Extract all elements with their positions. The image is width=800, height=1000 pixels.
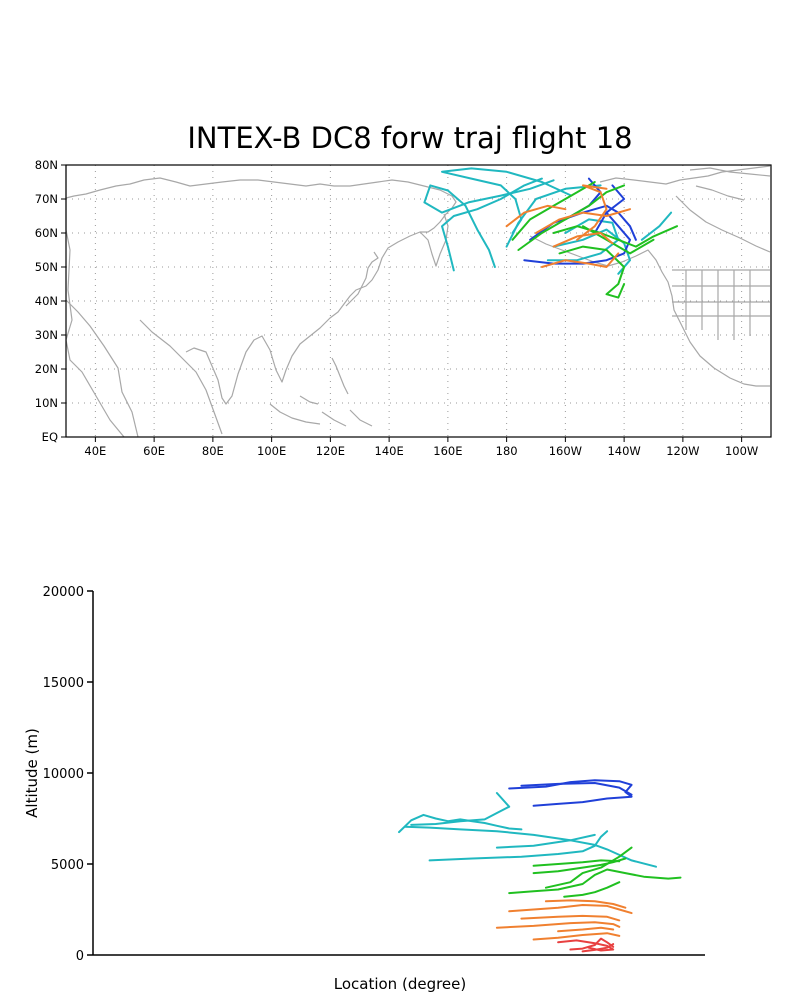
altitude-trajectory-line xyxy=(508,904,633,915)
map-x-tick-label: 180 xyxy=(496,444,518,458)
map-x-tick-label: 160E xyxy=(433,444,462,458)
map-trajectory-line xyxy=(423,179,555,268)
altitude-trajectory-line xyxy=(495,833,596,849)
altitude-y-tick-label: 15000 xyxy=(43,676,84,691)
altitude-y-tick-label: 0 xyxy=(76,949,84,964)
map-y-tick-label: 30N xyxy=(35,328,58,342)
coastline-arctic-islands xyxy=(689,167,771,201)
altitude-trajectory-line xyxy=(532,857,627,875)
map-trajectory-line xyxy=(505,184,602,248)
map-x-tick-label: 60E xyxy=(143,444,165,458)
map-y-tick-label: 80N xyxy=(35,158,58,172)
altitude-trajectory-line xyxy=(544,899,627,909)
altitude-y-tick-label: 20000 xyxy=(43,585,84,600)
altitude-y-tick-label: 10000 xyxy=(43,767,84,782)
map-trajectory-line xyxy=(640,211,673,241)
map-y-tick-label: 20N xyxy=(35,362,58,376)
coastline-kamchatka xyxy=(419,213,449,267)
altitude-trajectory-line xyxy=(410,792,511,826)
map-trajectory-line xyxy=(517,184,626,251)
map-x-tick-label: 80E xyxy=(202,444,224,458)
map-y-tick-labels: EQ 10N 20N 30N 40N 50N 60N 70N 80N xyxy=(35,158,66,444)
map-frame xyxy=(65,164,772,438)
altitude-trajectory-line xyxy=(520,782,633,796)
coastline-indonesia xyxy=(269,395,373,427)
map-gridlines xyxy=(66,165,771,437)
map-x-tick-label: 100W xyxy=(725,444,758,458)
map-trajectory-line xyxy=(511,181,596,241)
map-x-tick-label: 160W xyxy=(549,444,582,458)
map-coastlines xyxy=(65,165,771,438)
map-y-tick-label: 70N xyxy=(35,192,58,206)
altitude-trajectory-line xyxy=(495,921,621,929)
altitude-trajectory-line xyxy=(557,926,615,933)
map-trajectory-line xyxy=(441,177,543,272)
altitude-trajectories xyxy=(398,779,682,953)
altitude-trajectory-line xyxy=(569,937,615,951)
map-trajectory-line xyxy=(505,204,567,228)
altitude-panel: 0 5000 10000 15000 20000 Altitude (m) Locati… xyxy=(23,585,705,993)
map-panel: 40E 60E 80E 100E 120E 140E 160E 180 160W 140W 120W… xyxy=(35,158,772,458)
altitude-trajectory-line xyxy=(398,813,523,834)
map-y-tick-label: 50N xyxy=(35,260,58,274)
coastline-japan xyxy=(345,251,379,307)
map-trajectories xyxy=(423,167,678,299)
altitude-trajectory-line xyxy=(563,881,621,898)
altitude-y-label: Altitude (m) xyxy=(23,728,41,818)
altitude-y-ticks: 0 5000 10000 15000 20000 xyxy=(43,585,93,964)
altitude-trajectory-line xyxy=(532,932,621,941)
us-state-borders xyxy=(672,269,770,340)
map-x-tick-labels: 40E 60E 80E 100E 120E 140E 160E 180 160W 140W 120W… xyxy=(84,437,758,458)
map-trajectory-line xyxy=(540,252,620,268)
map-trajectory-line xyxy=(552,228,631,275)
map-y-tick-label: EQ xyxy=(42,430,58,444)
map-trajectory-line xyxy=(535,208,631,234)
altitude-trajectory-line xyxy=(428,830,609,862)
map-x-tick-label: 100E xyxy=(257,444,286,458)
altitude-trajectory-line xyxy=(532,859,621,867)
map-title: INTEX-B DC8 forw traj flight 18 xyxy=(187,121,632,155)
map-y-tick-label: 40N xyxy=(35,294,58,308)
coastline-north-america xyxy=(529,165,771,387)
map-trajectory-line xyxy=(593,184,626,234)
map-x-tick-label: 140W xyxy=(607,444,640,458)
altitude-trajectory-line xyxy=(520,914,621,922)
altitude-trajectory-line xyxy=(508,868,682,895)
altitude-trajectory-line xyxy=(557,939,615,952)
map-x-tick-label: 120E xyxy=(316,444,345,458)
altitude-trajectory-line xyxy=(581,943,615,953)
map-trajectory-line xyxy=(558,245,626,299)
map-trajectory-line xyxy=(576,184,608,241)
altitude-trajectory-line xyxy=(544,846,633,889)
coastline-asia xyxy=(65,165,457,438)
map-trajectory-line xyxy=(441,167,573,234)
altitude-y-tick-label: 5000 xyxy=(51,858,84,873)
map-x-tick-label: 140E xyxy=(375,444,404,458)
map-y-tick-label: 60N xyxy=(35,226,58,240)
map-x-tick-label: 120W xyxy=(666,444,699,458)
altitude-x-label: Location (degree) xyxy=(334,975,466,993)
map-x-tick-label: 40E xyxy=(84,444,106,458)
map-trajectory-line xyxy=(552,232,614,248)
map-trajectory-line xyxy=(552,225,678,248)
coastline-philippines xyxy=(331,357,349,395)
map-y-tick-label: 10N xyxy=(35,396,58,410)
